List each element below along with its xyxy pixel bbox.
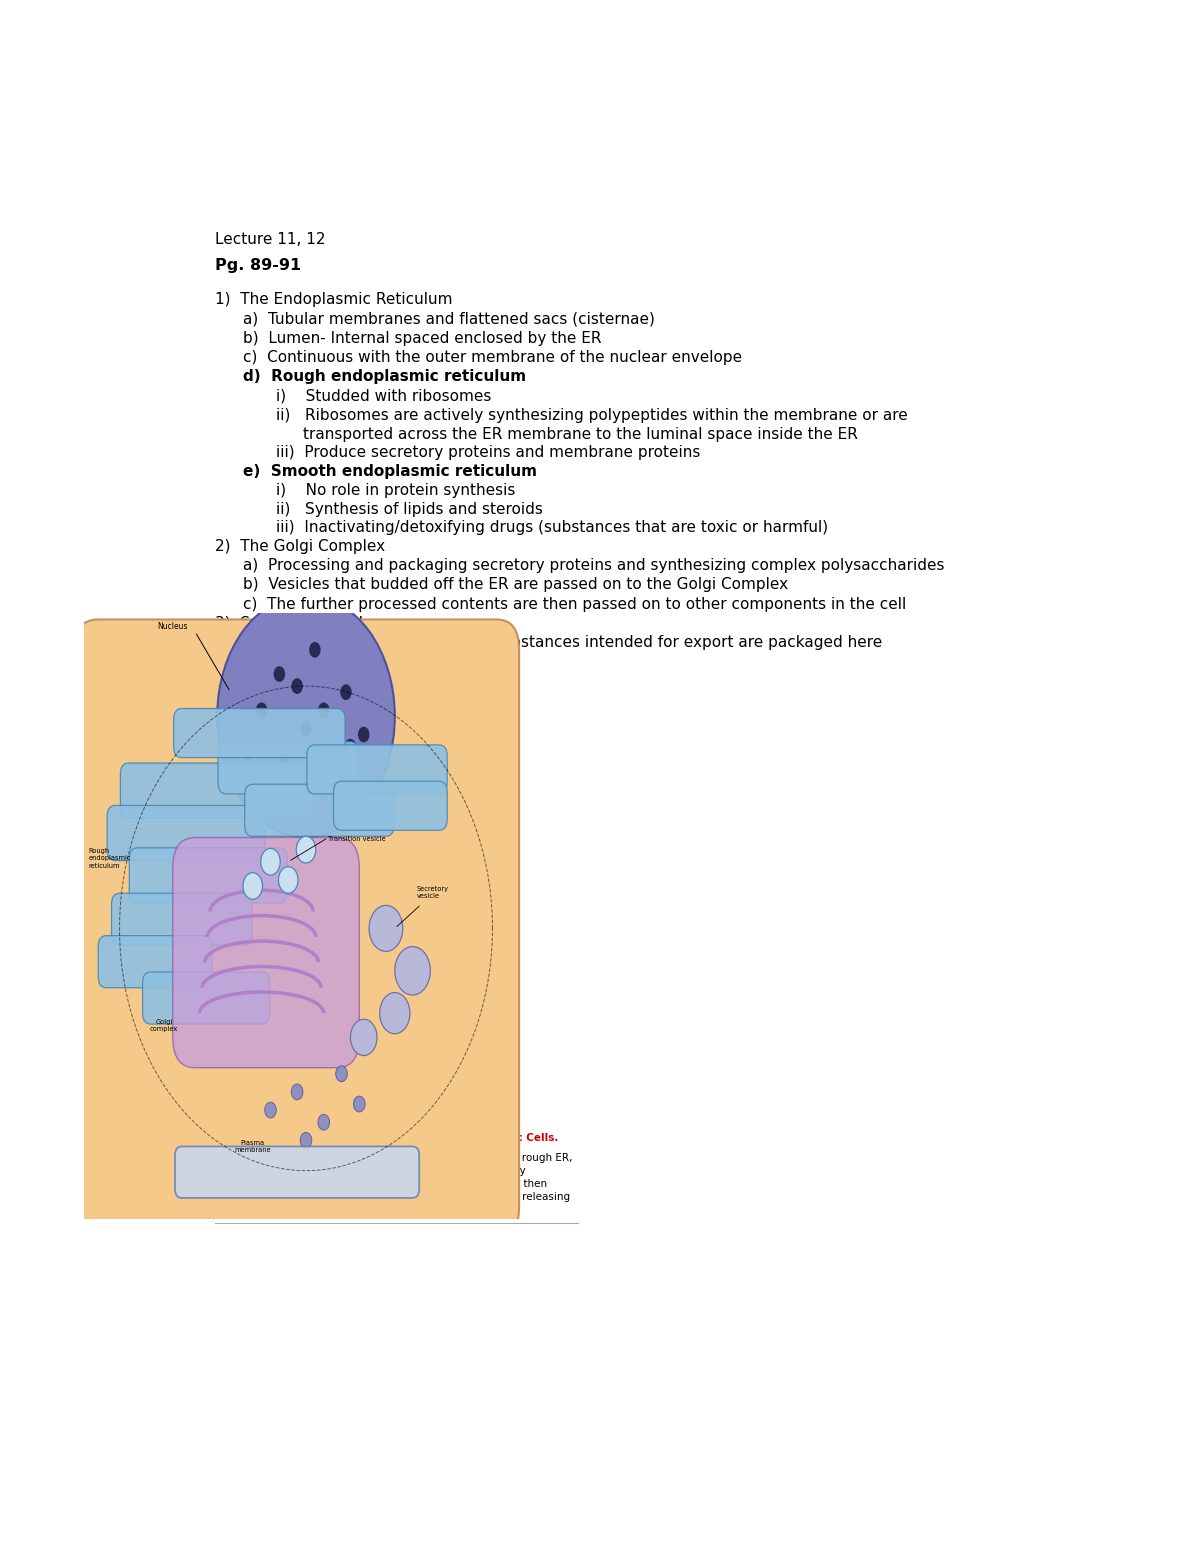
Text: Secretory
vesicle: Secretory vesicle: [418, 885, 449, 899]
Circle shape: [296, 837, 316, 863]
Text: 2)  The Golgi Complex: 2) The Golgi Complex: [215, 539, 385, 554]
Circle shape: [354, 1096, 365, 1112]
Circle shape: [256, 702, 268, 717]
Circle shape: [395, 946, 431, 995]
Circle shape: [217, 595, 395, 837]
Text: transported across the ER membrane to the luminal space inside the ER: transported across the ER membrane to th…: [304, 427, 858, 441]
Text: e)  Smooth endoplasmic reticulum: e) Smooth endoplasmic reticulum: [242, 464, 538, 478]
Circle shape: [358, 727, 370, 742]
Circle shape: [300, 1132, 312, 1148]
Text: Rough
endoplasmic
reticulum: Rough endoplasmic reticulum: [89, 848, 131, 868]
Circle shape: [300, 721, 312, 736]
Circle shape: [242, 745, 254, 761]
Circle shape: [278, 756, 289, 773]
Circle shape: [331, 763, 343, 778]
Text: d)  Rough endoplasmic reticulum: d) Rough endoplasmic reticulum: [242, 370, 526, 384]
FancyBboxPatch shape: [307, 745, 448, 794]
FancyBboxPatch shape: [173, 837, 359, 1068]
Circle shape: [274, 666, 286, 682]
Text: Transition vesicle: Transition vesicle: [329, 836, 386, 842]
Circle shape: [292, 679, 302, 694]
Text: a)  Secretory proteins and other substances intended for export are packaged her: a) Secretory proteins and other substanc…: [242, 635, 882, 649]
Circle shape: [260, 848, 281, 874]
Text: Proteins to be packaged for export are synthesized on the rough ER,
passed to th: Proteins to be packaged for export are s…: [215, 1152, 572, 1216]
Text: Golgi
complex: Golgi complex: [150, 1019, 178, 1033]
Text: c)  The further processed contents are then passed on to other components in the: c) The further processed contents are th…: [242, 596, 906, 612]
Circle shape: [318, 702, 330, 717]
Circle shape: [265, 1103, 276, 1118]
Circle shape: [336, 1065, 347, 1081]
Circle shape: [278, 867, 298, 893]
Circle shape: [344, 739, 356, 755]
Text: Nucleus: Nucleus: [157, 621, 188, 631]
Text: Plasma
membrane: Plasma membrane: [234, 1140, 271, 1154]
FancyBboxPatch shape: [98, 935, 212, 988]
FancyBboxPatch shape: [174, 708, 346, 758]
Text: i)    Studded with ribosomes: i) Studded with ribosomes: [276, 388, 491, 404]
Text: 1)  The Endoplasmic Reticulum: 1) The Endoplasmic Reticulum: [215, 292, 452, 306]
FancyBboxPatch shape: [76, 620, 520, 1238]
FancyBboxPatch shape: [218, 742, 359, 794]
Circle shape: [379, 992, 410, 1034]
Text: ii)   Ribosomes are actively synthesizing polypeptides within the membrane or ar: ii) Ribosomes are actively synthesizing …: [276, 407, 907, 422]
Text: iii)  Inactivating/detoxifying drugs (substances that are toxic or harmful): iii) Inactivating/detoxifying drugs (sub…: [276, 520, 828, 534]
FancyBboxPatch shape: [334, 781, 448, 831]
FancyBboxPatch shape: [120, 763, 314, 818]
FancyBboxPatch shape: [112, 893, 252, 946]
Text: 3)  Secretory Vesicles: 3) Secretory Vesicles: [215, 615, 380, 631]
Circle shape: [350, 1019, 377, 1056]
Circle shape: [310, 641, 320, 657]
Circle shape: [318, 1115, 330, 1131]
FancyBboxPatch shape: [143, 972, 270, 1023]
FancyBboxPatch shape: [130, 848, 287, 902]
FancyBboxPatch shape: [245, 784, 394, 837]
Text: iii)  Produce secretory proteins and membrane proteins: iii) Produce secretory proteins and memb…: [276, 444, 700, 460]
FancyBboxPatch shape: [107, 806, 265, 860]
Text: a)  Tubular membranes and flattened sacs (cisternae): a) Tubular membranes and flattened sacs …: [242, 312, 655, 328]
Text: Lecture 11, 12: Lecture 11, 12: [215, 231, 325, 247]
Text: i)    No role in protein synthesis: i) No role in protein synthesis: [276, 483, 515, 499]
Circle shape: [292, 1084, 302, 1100]
Circle shape: [242, 873, 263, 899]
Text: b)  Lumen- Internal spaced enclosed by the ER: b) Lumen- Internal spaced enclosed by th…: [242, 331, 601, 346]
Text: FIGURE 4-17  The Process of Secretion in Eukaryotic Cells.: FIGURE 4-17 The Process of Secretion in …: [215, 1134, 558, 1143]
FancyBboxPatch shape: [175, 1146, 419, 1197]
Text: c)  Continuous with the outer membrane of the nuclear envelope: c) Continuous with the outer membrane of…: [242, 349, 742, 365]
Text: b)  Vesicles that budded off the ER are passed on to the Golgi Complex: b) Vesicles that budded off the ER are p…: [242, 578, 788, 592]
Circle shape: [370, 905, 403, 952]
Text: a)  Processing and packaging secretory proteins and synthesizing complex polysac: a) Processing and packaging secretory pr…: [242, 558, 944, 573]
Text: Pg. 89-91: Pg. 89-91: [215, 258, 301, 273]
Circle shape: [340, 685, 352, 700]
Text: ii)   Synthesis of lipids and steroids: ii) Synthesis of lipids and steroids: [276, 502, 542, 517]
